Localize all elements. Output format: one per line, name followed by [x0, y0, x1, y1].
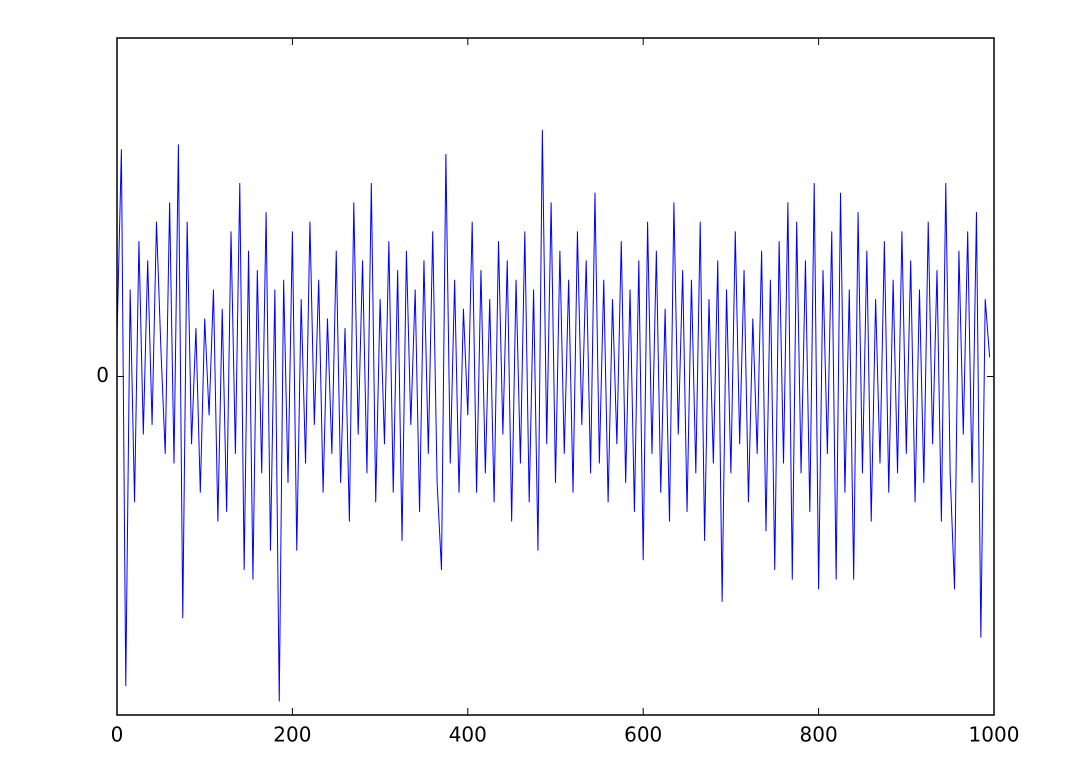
y-tick-label: 0 — [96, 363, 109, 387]
x-tick-label: 0 — [111, 723, 124, 747]
x-tick-label: 800 — [800, 723, 838, 747]
x-tick-label: 400 — [449, 723, 487, 747]
x-tick-label: 1000 — [969, 723, 1020, 747]
plot-frame — [116, 37, 995, 716]
x-tick-label: 200 — [273, 723, 311, 747]
x-tick-label: 600 — [624, 723, 662, 747]
data-line — [116, 129, 991, 702]
